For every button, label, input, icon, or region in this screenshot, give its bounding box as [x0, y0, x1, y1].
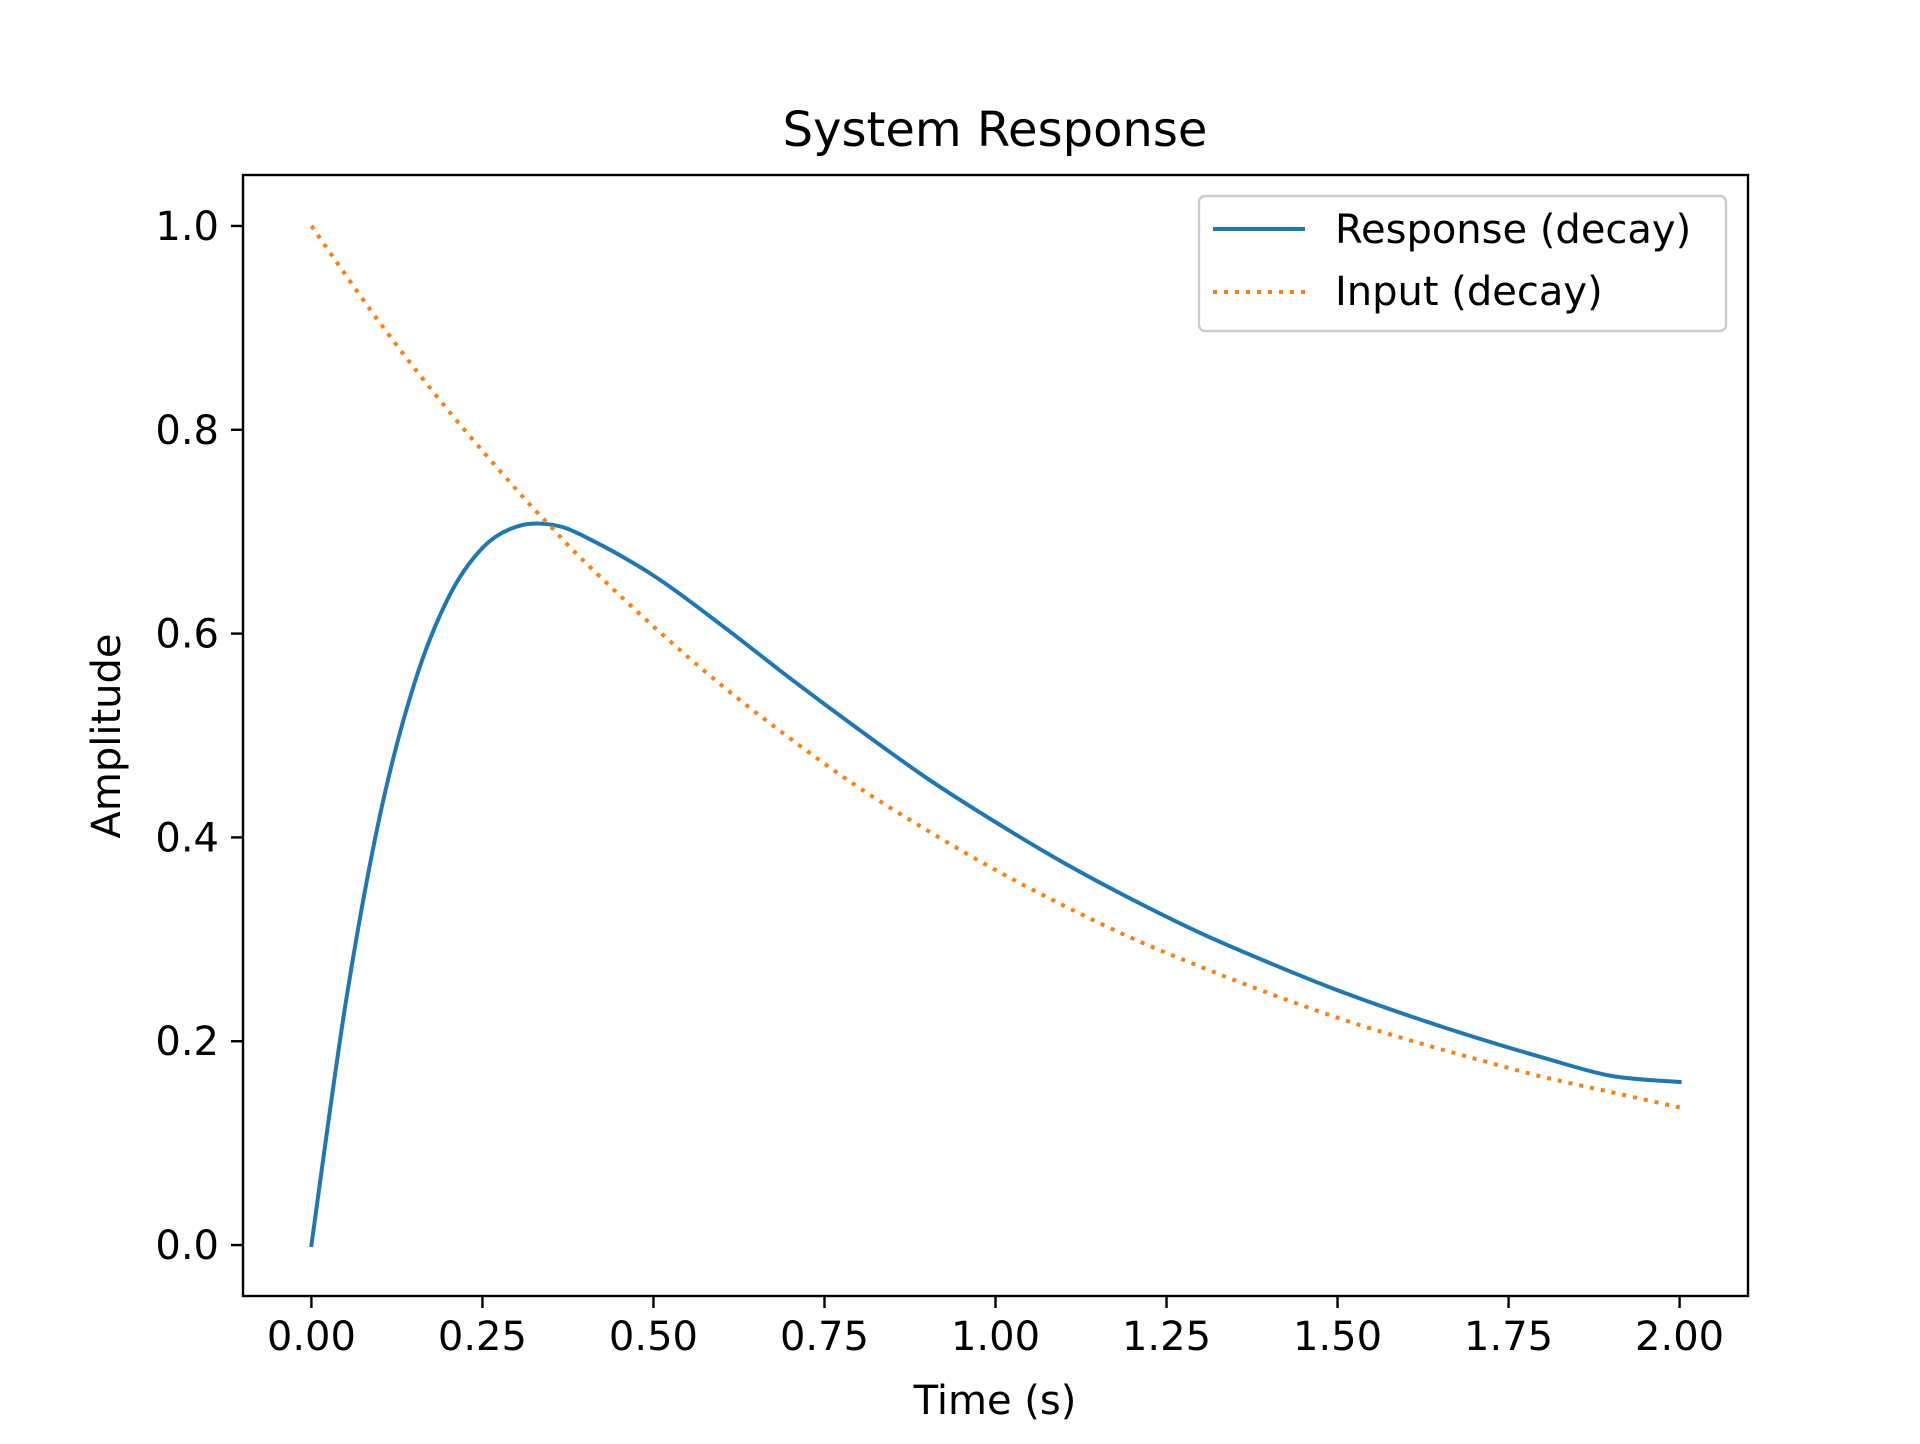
- legend: Response (decay) Input (decay): [1197, 194, 1728, 333]
- x-tick-label: 0.50: [609, 1314, 698, 1360]
- x-tick-label: 2.00: [1635, 1314, 1724, 1360]
- x-axis-ticks: 0.00 0.25 0.50 0.75 1.00 1.25 1.50 1.75 2.00: [267, 1296, 1724, 1360]
- y-tick-label: 0.6: [155, 612, 219, 658]
- x-tick-label: 1.75: [1464, 1314, 1553, 1360]
- series-line-response: [309, 521, 1682, 1248]
- x-axis-label: Time (s): [913, 1378, 1077, 1424]
- x-tick-label: 0.25: [438, 1314, 527, 1360]
- y-tick-label: 1.0: [155, 204, 219, 250]
- x-tick-label: 1.50: [1293, 1314, 1382, 1360]
- legend-label-input: Input (decay): [1335, 269, 1603, 315]
- y-tick-label: 0.4: [155, 815, 219, 861]
- chart-title: System Response: [783, 102, 1208, 158]
- legend-box: [1197, 194, 1728, 333]
- x-tick-label: 1.00: [951, 1314, 1040, 1360]
- x-tick-label: 0.75: [780, 1314, 869, 1360]
- series-layer: [309, 224, 1682, 1248]
- y-axis-ticks: 0.0 0.2 0.4 0.6 0.8 1.0: [155, 204, 243, 1269]
- y-tick-label: 0.8: [155, 408, 219, 454]
- y-tick-label: 0.2: [155, 1019, 219, 1065]
- y-tick-label: 0.0: [155, 1223, 219, 1269]
- x-tick-label: 0.00: [267, 1314, 356, 1360]
- legend-label-response: Response (decay): [1335, 207, 1691, 253]
- x-tick-label: 1.25: [1122, 1314, 1211, 1360]
- y-axis-label: Amplitude: [84, 634, 130, 839]
